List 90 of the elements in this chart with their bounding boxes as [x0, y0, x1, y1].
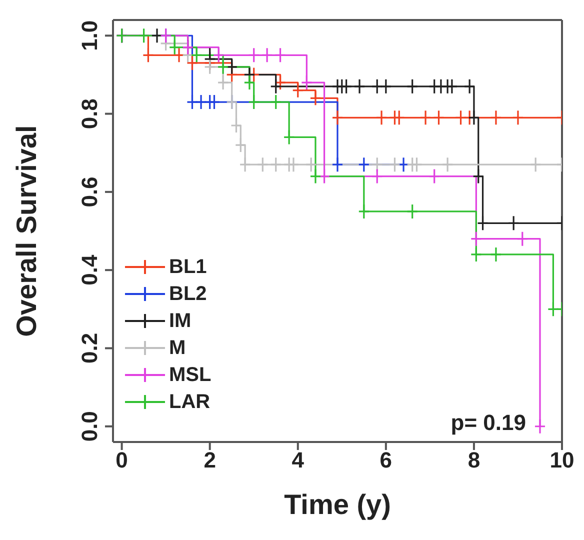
- point: [226, 59, 238, 75]
- point: [217, 59, 229, 75]
- y-tick-label: 0.0: [77, 411, 102, 442]
- y-tick-label: 0.4: [77, 254, 102, 286]
- y-tick-label: 0.6: [77, 176, 102, 208]
- point: [398, 156, 410, 172]
- point: [270, 94, 282, 110]
- legend-label: BL1: [169, 256, 207, 278]
- point: [388, 156, 401, 172]
- point: [442, 156, 454, 172]
- point: [371, 168, 383, 184]
- point: [138, 28, 150, 44]
- point: [490, 246, 502, 262]
- x-axis-title: Time (y): [284, 489, 391, 520]
- point: [446, 78, 458, 94]
- point: [244, 74, 256, 90]
- point: [283, 129, 295, 146]
- point: [468, 110, 480, 126]
- x-tick-label: 10: [550, 448, 574, 473]
- point: [305, 156, 317, 172]
- annotation: p= 0.19: [450, 410, 526, 436]
- x-tick-label: 6: [380, 448, 392, 473]
- point: [547, 301, 559, 317]
- point: [406, 204, 418, 220]
- point: [490, 110, 502, 126]
- x-tick-label: 4: [292, 448, 305, 473]
- legend-label: LAR: [169, 390, 210, 414]
- x-tick-label: 2: [204, 448, 216, 473]
- point: [248, 47, 260, 63]
- point: [195, 94, 207, 110]
- legend-label: IM: [169, 310, 192, 332]
- point: [358, 204, 370, 220]
- point: [470, 231, 482, 247]
- point: [310, 90, 322, 106]
- point: [173, 47, 185, 63]
- point: [371, 156, 383, 172]
- y-axis-title: Overall Survival: [10, 125, 42, 337]
- point: [534, 418, 546, 434]
- point: [376, 110, 388, 126]
- point: [217, 74, 229, 90]
- point: [530, 156, 542, 172]
- point: [190, 47, 202, 63]
- point: [354, 78, 366, 94]
- point: [256, 156, 268, 172]
- y-tick-label: 0.8: [77, 98, 102, 130]
- point: [248, 94, 260, 110]
- y-tick-label: 0.2: [77, 332, 102, 364]
- point: [332, 156, 344, 172]
- legend-label: M: [169, 336, 186, 360]
- point: [516, 231, 528, 247]
- point: [464, 78, 476, 94]
- point: [508, 215, 520, 231]
- point: [292, 82, 304, 98]
- point: [420, 110, 432, 126]
- point: [168, 40, 180, 56]
- y-tick-label: 1.0: [77, 20, 102, 51]
- point: [380, 78, 392, 94]
- point: [406, 78, 418, 94]
- point: [212, 47, 224, 63]
- point: [332, 110, 344, 126]
- point: [310, 168, 322, 184]
- legend-label: MSL: [169, 364, 212, 386]
- point: [151, 28, 163, 44]
- point: [432, 110, 445, 126]
- point: [470, 246, 482, 262]
- point: [234, 137, 246, 153]
- point: [371, 78, 383, 94]
- point: [472, 168, 484, 184]
- point: [340, 78, 352, 94]
- point: [274, 47, 286, 63]
- point: [300, 74, 312, 90]
- point: [186, 94, 198, 110]
- point: [476, 215, 489, 231]
- point: [270, 156, 282, 172]
- point: [428, 168, 440, 184]
- point: [358, 156, 370, 172]
- point: [204, 59, 216, 75]
- point: [261, 47, 273, 63]
- point: [230, 118, 242, 134]
- point: [239, 156, 251, 172]
- legend-label: BL2: [169, 282, 207, 306]
- point: [142, 47, 154, 63]
- point: [454, 110, 467, 126]
- x-tick-label: 0: [116, 448, 128, 473]
- point: [270, 78, 282, 94]
- point: [186, 55, 198, 71]
- point: [274, 74, 286, 90]
- point: [512, 110, 524, 126]
- x-tick-label: 8: [468, 448, 480, 473]
- point: [318, 168, 330, 184]
